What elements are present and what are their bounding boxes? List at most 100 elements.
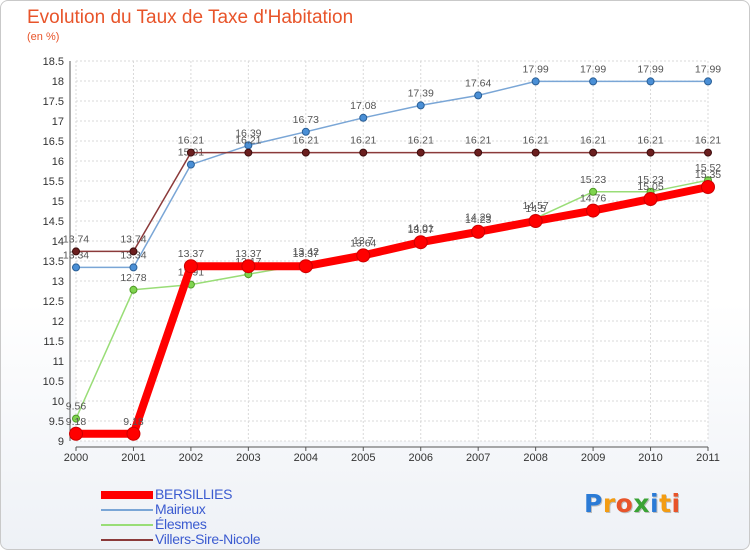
data-point (531, 148, 540, 157)
data-point (416, 148, 425, 157)
legend-swatch (101, 508, 153, 511)
data-point (528, 214, 543, 228)
x-tick-label: 2004 (294, 452, 318, 464)
data-point (301, 148, 310, 157)
y-tick-label: 15.5 (43, 176, 64, 188)
data-point (646, 148, 655, 157)
y-tick-label: 18.5 (43, 56, 64, 68)
proxiti-logo: Proxiti (584, 489, 681, 518)
legend-swatch (101, 490, 153, 499)
logo-letter: i (671, 489, 681, 518)
data-label: 15.23 (580, 174, 606, 186)
data-point (589, 148, 598, 157)
data-label: 13.74 (120, 233, 146, 245)
data-point (69, 426, 83, 441)
data-label: 16.21 (178, 135, 204, 147)
series-line-0 (76, 183, 709, 438)
legend-item: Élesmes (101, 517, 260, 532)
y-tick-label: 12 (52, 316, 64, 328)
legend-item: Villers-Sire-Nicole (101, 532, 261, 547)
x-tick-label: 2002 (179, 452, 203, 464)
data-point (186, 160, 195, 169)
data-point (416, 101, 425, 110)
data-label: 16.73 (293, 114, 319, 126)
y-tick-label: 16 (52, 156, 64, 168)
legend-label: Mairieux (155, 501, 206, 517)
data-label: 13.7 (353, 235, 374, 247)
logo-letter: P (584, 489, 603, 518)
data-label: 15.35 (695, 169, 721, 181)
chart-legend: BERSILLIES Mairieux Élesmes Villers-Sire-Ni… (101, 486, 261, 547)
data-point (241, 259, 256, 274)
data-point (186, 148, 195, 157)
data-label: 13.97 (408, 224, 434, 236)
y-tick-label: 9.5 (49, 416, 64, 428)
chart-title: Evolution du Taux de Taxe d'Habitation (27, 7, 354, 28)
data-label: 16.39 (235, 127, 261, 139)
data-point (129, 247, 138, 256)
data-label: 16.21 (465, 135, 491, 147)
y-tick-label: 17.5 (43, 96, 64, 108)
legend-label: BERSILLIES (155, 486, 233, 502)
data-point (298, 259, 313, 274)
y-tick-label: 14 (52, 236, 64, 248)
legend-item: Mairieux (101, 502, 260, 517)
x-tick-label: 2007 (466, 452, 490, 464)
data-point (589, 77, 598, 86)
data-label: 13.37 (293, 248, 319, 260)
y-tick-label: 14.5 (43, 216, 64, 228)
data-point (72, 247, 80, 256)
data-label: 16.21 (637, 135, 663, 147)
data-point (72, 414, 80, 423)
data-label: 9.56 (66, 401, 87, 413)
data-point (704, 77, 712, 86)
y-tick-label: 16.5 (43, 136, 64, 148)
data-label: 17.08 (350, 100, 376, 112)
data-point (413, 235, 428, 250)
data-label: 13.42 (293, 246, 319, 258)
data-point (589, 187, 598, 196)
data-point (72, 263, 80, 272)
y-tick-label: 13.5 (43, 256, 64, 268)
data-point (704, 148, 712, 157)
data-label: 16.21 (695, 135, 721, 147)
data-label: 16.21 (235, 135, 261, 147)
data-label: 9.18 (123, 416, 144, 428)
data-label: 16.21 (293, 135, 319, 147)
data-point (531, 77, 540, 86)
data-label: 15.52 (695, 162, 721, 174)
y-tick-label: 17 (52, 116, 64, 128)
data-point (301, 127, 310, 136)
data-label: 13.74 (63, 233, 89, 245)
data-label: 16.21 (408, 135, 434, 147)
y-tick-label: 10 (52, 396, 64, 408)
data-point (471, 224, 486, 239)
data-point (244, 148, 253, 157)
y-tick-label: 11 (53, 356, 64, 368)
data-label: 13.37 (178, 248, 204, 260)
data-label: 15.23 (637, 174, 663, 186)
logo-letter: t (659, 489, 672, 518)
data-label: 13.34 (63, 249, 89, 261)
data-point (474, 91, 483, 100)
series-line-1 (76, 80, 708, 269)
data-label: 14.5 (525, 203, 546, 215)
x-tick-label: 2005 (351, 452, 375, 464)
logo-letter: o (615, 489, 634, 518)
data-point (129, 285, 138, 294)
data-point (356, 248, 371, 263)
data-label: 14.01 (408, 223, 434, 235)
logo-letter: i (650, 489, 660, 518)
data-label: 9.18 (66, 416, 87, 428)
data-point (586, 203, 601, 218)
y-tick-label: 13 (52, 276, 64, 288)
data-label: 14.76 (580, 193, 606, 205)
legend-swatch (101, 538, 153, 541)
data-label: 17.99 (580, 63, 606, 75)
logo-letter: x (633, 489, 650, 518)
y-tick-label: 15 (52, 196, 64, 208)
data-point (643, 192, 658, 206)
data-point (359, 148, 368, 157)
